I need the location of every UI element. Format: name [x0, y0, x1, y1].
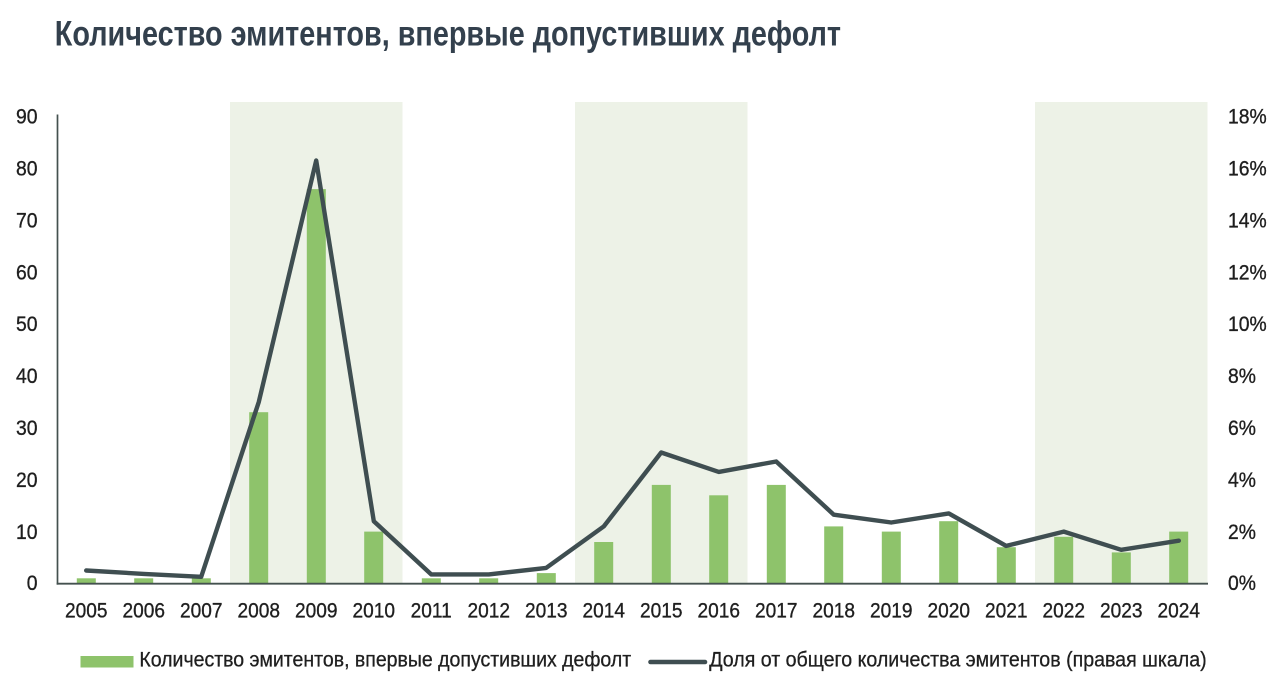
svg-text:2023: 2023 [1100, 600, 1143, 623]
svg-text:2020: 2020 [928, 600, 971, 623]
svg-text:0%: 0% [1228, 571, 1256, 595]
svg-text:2009: 2009 [295, 600, 338, 623]
svg-text:14%: 14% [1228, 208, 1267, 232]
svg-text:2007: 2007 [180, 600, 223, 623]
svg-text:2018: 2018 [813, 600, 856, 623]
svg-text:Доля от общего количества эмит: Доля от общего количества эмитентов (пра… [709, 648, 1206, 672]
svg-text:0: 0 [27, 571, 38, 595]
svg-text:2008: 2008 [238, 600, 281, 623]
svg-text:16%: 16% [1228, 157, 1267, 181]
svg-text:30: 30 [16, 416, 38, 440]
svg-text:2024: 2024 [1158, 600, 1201, 623]
svg-text:2010: 2010 [353, 600, 396, 623]
svg-text:2011: 2011 [411, 600, 452, 623]
svg-text:2012: 2012 [468, 600, 511, 623]
svg-text:60: 60 [16, 260, 38, 284]
svg-text:4%: 4% [1228, 468, 1256, 492]
svg-text:70: 70 [16, 208, 38, 232]
svg-text:2014: 2014 [583, 600, 626, 623]
svg-text:2022: 2022 [1043, 600, 1086, 623]
svg-text:2019: 2019 [870, 600, 913, 623]
svg-text:2%: 2% [1228, 520, 1256, 544]
svg-text:90: 90 [16, 105, 38, 129]
svg-text:2015: 2015 [640, 600, 683, 623]
svg-text:80: 80 [16, 157, 38, 181]
svg-text:20: 20 [16, 468, 38, 492]
svg-text:10%: 10% [1228, 312, 1267, 336]
svg-text:40: 40 [16, 364, 38, 388]
svg-text:8%: 8% [1228, 364, 1256, 388]
svg-text:Количество эмитентов, впервые: Количество эмитентов, впервые допустивши… [139, 648, 631, 672]
svg-text:2017: 2017 [755, 600, 798, 623]
svg-text:Количество эмитентов, впервые: Количество эмитентов, впервые допустивши… [55, 14, 841, 53]
svg-text:2021: 2021 [985, 600, 1028, 623]
svg-text:2016: 2016 [698, 600, 741, 623]
svg-text:2005: 2005 [65, 600, 108, 623]
svg-text:50: 50 [16, 312, 38, 336]
svg-text:6%: 6% [1228, 416, 1256, 440]
svg-text:10: 10 [16, 520, 38, 544]
svg-text:2006: 2006 [123, 600, 166, 623]
svg-text:2013: 2013 [525, 600, 568, 623]
svg-text:18%: 18% [1228, 105, 1267, 129]
svg-text:12%: 12% [1228, 260, 1267, 284]
